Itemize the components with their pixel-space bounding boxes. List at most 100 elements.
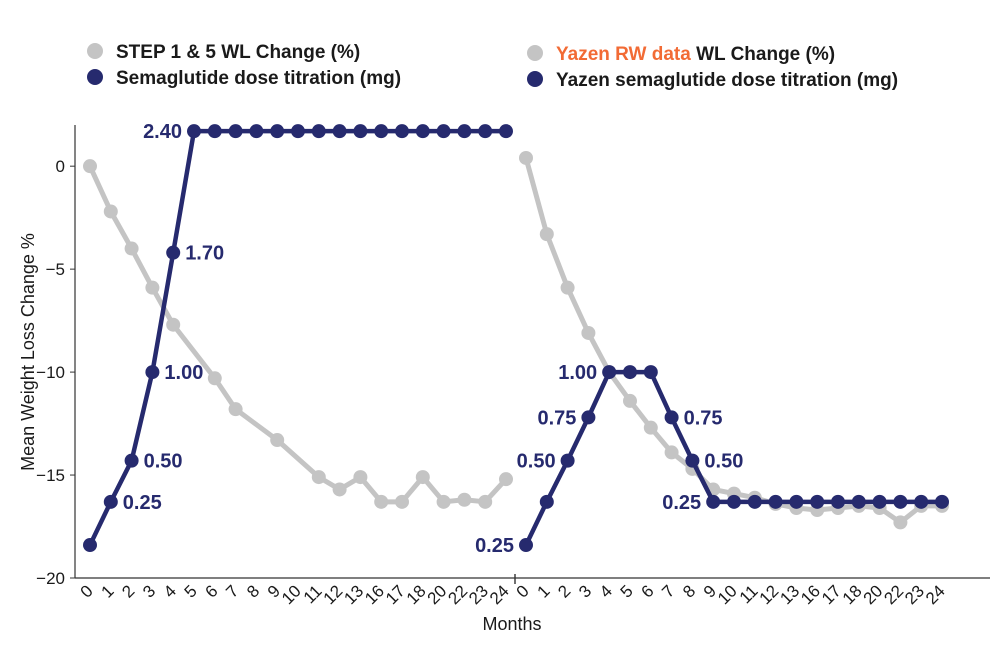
x-tick-label: 4 [160, 581, 180, 601]
dose-point [519, 538, 533, 553]
dose-point [914, 494, 929, 509]
legend-label: Yazen RW data WL Change (%) [556, 44, 835, 65]
dose-point [103, 494, 118, 509]
x-tick-label: 7 [658, 581, 678, 601]
dose-point [499, 124, 513, 139]
dose-point [872, 494, 887, 509]
weight-point [643, 420, 658, 435]
x-tick-label: 6 [637, 581, 657, 601]
weight-point [395, 494, 409, 509]
dose-point [187, 124, 201, 139]
legend-marker-dose [87, 69, 103, 85]
x-tick-label: 6 [201, 581, 221, 601]
dose-point [623, 365, 637, 380]
dose-point [581, 410, 596, 425]
y-tick-label: −15 [36, 466, 65, 485]
dose-point [353, 124, 368, 139]
weight-point [478, 494, 493, 509]
dose-data-label: 1.70 [185, 243, 224, 265]
legend-text: Yazen semaglutide dose titration (mg) [556, 70, 898, 91]
x-tick-label: 1 [97, 581, 117, 601]
dose-point [311, 124, 326, 139]
dose-point [166, 245, 181, 260]
dose-point [831, 494, 845, 509]
dose-point [145, 365, 160, 380]
x-tick-label: 24 [922, 581, 949, 608]
legend-highlight: Yazen RW data [556, 44, 691, 65]
weight-point [499, 472, 513, 487]
dose-point [851, 494, 866, 509]
dose-point [436, 124, 451, 139]
dose-point [747, 494, 762, 509]
dose-point [664, 410, 679, 425]
y-axis-title: Mean Weight Loss Change % [18, 233, 38, 471]
dose-data-label: 0.75 [684, 407, 723, 429]
x-tick-label: 8 [243, 581, 263, 601]
legend-label: STEP 1 & 5 WL Change (%) [116, 42, 360, 63]
dose-point [249, 124, 264, 139]
x-tick-label: 8 [679, 581, 699, 601]
legend-marker-weight [527, 45, 543, 61]
weight-point [228, 402, 243, 417]
weight-point [519, 150, 533, 165]
dose-point [291, 124, 305, 139]
dose-point [602, 365, 617, 380]
dose-point [935, 494, 949, 509]
dose-data-label: 2.40 [143, 121, 182, 143]
series-layer: 0.250.501.001.702.400.250.500.751.000.75… [83, 121, 949, 557]
weight-point [166, 317, 181, 332]
weight-point [374, 494, 389, 509]
dose-point [207, 124, 222, 139]
weight-point [145, 280, 160, 295]
dose-point [478, 124, 493, 139]
dose-point [810, 494, 825, 509]
dose-point [374, 124, 389, 139]
dose-series-line [87, 128, 509, 548]
weight-point [560, 280, 575, 295]
legend-label: Semaglutide dose titration (mg) [116, 68, 401, 89]
dose-data-label: 0.50 [144, 451, 183, 473]
dose-point [83, 538, 97, 553]
dose-point [560, 453, 575, 468]
weight-point [623, 393, 637, 408]
dose-point [789, 494, 804, 509]
legend-label: Yazen semaglutide dose titration (mg) [556, 70, 898, 91]
dose-data-label: 0.50 [704, 451, 743, 473]
weight-point [664, 445, 679, 460]
dose-point [457, 124, 472, 139]
dose-point [706, 494, 721, 509]
x-tick-label: 5 [181, 581, 201, 601]
dose-data-label: 0.25 [475, 535, 514, 557]
y-tick-label: −10 [36, 363, 65, 382]
weight-point [124, 241, 139, 256]
weight-point [457, 492, 472, 507]
x-tick-label: 2 [554, 581, 574, 601]
legend-marker-dose [527, 71, 543, 87]
weight-point [436, 494, 451, 509]
legend-text: Semaglutide dose titration (mg) [116, 68, 401, 89]
weight-point [539, 227, 554, 242]
dose-point [395, 124, 409, 139]
dose-data-label: 0.75 [537, 407, 576, 429]
weight-point [332, 482, 347, 497]
dose-point [539, 494, 554, 509]
weight-point [83, 159, 97, 174]
x-tick-label: 4 [596, 581, 616, 601]
dose-data-label: 1.00 [558, 362, 597, 384]
dose-point [228, 124, 243, 139]
dose-data-label: 0.25 [662, 492, 701, 514]
weight-point [103, 204, 118, 219]
x-tick-label: 5 [617, 581, 637, 601]
dose-point [124, 453, 139, 468]
weight-point [353, 470, 368, 485]
legend-marker-weight [87, 43, 103, 59]
legend-text: STEP 1 & 5 WL Change (%) [116, 42, 360, 63]
weight-point [270, 433, 285, 448]
dose-data-label: 0.50 [517, 451, 556, 473]
x-tick-label: 2 [118, 581, 138, 601]
weight-point [893, 515, 908, 530]
weight-point [415, 470, 430, 485]
x-tick-label: 3 [139, 581, 159, 601]
dose-point [415, 124, 430, 139]
